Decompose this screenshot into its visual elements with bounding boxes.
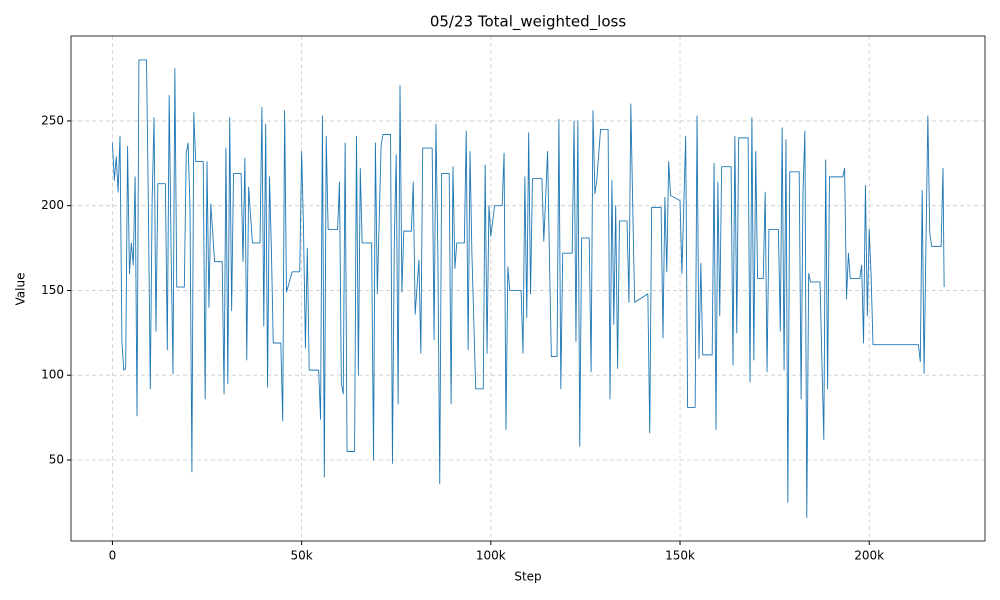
x-axis-label: Step xyxy=(514,570,541,584)
y-tick-label: 200 xyxy=(41,198,64,212)
x-tick-label: 0 xyxy=(109,549,117,563)
y-axis-label: Value xyxy=(14,273,28,306)
x-tick-label: 50k xyxy=(291,549,313,563)
x-tick-label: 200k xyxy=(854,549,884,563)
plot-frame xyxy=(70,35,986,542)
chart-title: 05/23 Total_weighted_loss xyxy=(430,13,627,32)
y-tick-label: 250 xyxy=(41,113,64,127)
x-tick-label: 150k xyxy=(665,549,695,563)
y-tick-label: 50 xyxy=(49,452,64,466)
x-tick-label: 100k xyxy=(476,549,506,563)
data-line xyxy=(111,59,945,519)
y-tick-label: 150 xyxy=(41,283,64,297)
y-tick-label: 100 xyxy=(41,368,64,382)
